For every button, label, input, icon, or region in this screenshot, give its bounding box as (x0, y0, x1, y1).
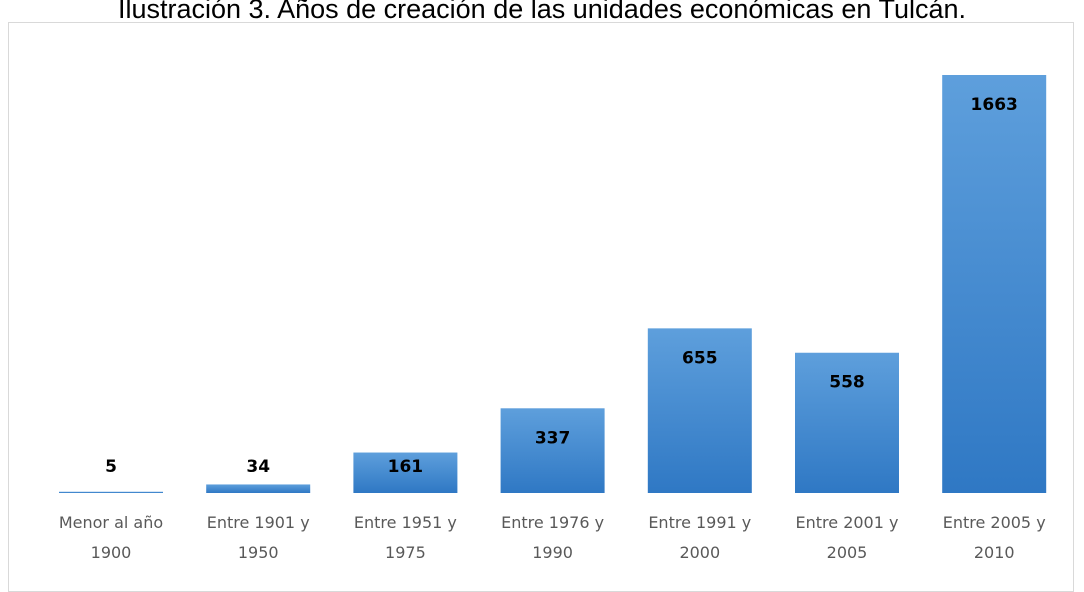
x-tick-label: Entre 2001 y 2005 (795, 513, 899, 562)
value-label: 655 (682, 348, 718, 368)
x-tick-label: Menor al año 1900 (58, 513, 164, 562)
x-tick-label: Entre 2005 y 2010 (942, 513, 1046, 562)
bar (206, 484, 311, 493)
bar (647, 328, 752, 493)
bar (500, 408, 605, 493)
value-label: 1663 (971, 95, 1018, 115)
bar (59, 491, 163, 493)
value-label: 558 (829, 373, 865, 393)
x-tick-label: Entre 1976 y 1990 (501, 513, 605, 562)
x-tick-label: Entre 1951 y 1975 (353, 513, 457, 562)
chart-title: Ilustración 3. Años de creación de las u… (117, 0, 967, 24)
bar (795, 352, 899, 493)
value-label: 337 (535, 428, 571, 448)
x-tick-label: Entre 1991 y 2000 (648, 513, 752, 562)
value-label: 5 (105, 457, 117, 477)
bar (353, 452, 458, 493)
value-label: 161 (388, 457, 424, 477)
x-tick-label: Entre 1901 y 1950 (206, 513, 310, 562)
value-label: 34 (246, 457, 270, 477)
bar (942, 75, 1047, 493)
